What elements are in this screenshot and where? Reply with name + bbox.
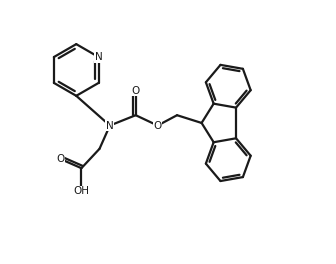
Text: OH: OH: [74, 186, 89, 196]
Text: N: N: [106, 121, 114, 130]
Text: N: N: [95, 52, 102, 62]
Text: O: O: [132, 86, 140, 96]
Text: O: O: [154, 121, 162, 130]
Text: O: O: [57, 154, 65, 164]
